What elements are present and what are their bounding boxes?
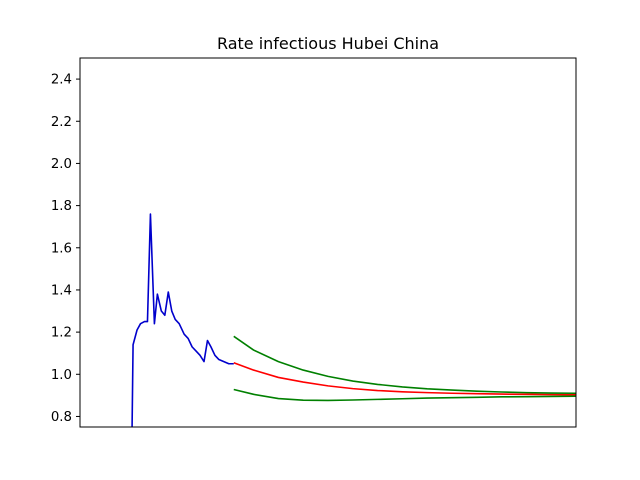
chart-title: Rate infectious Hubei China [217,34,439,53]
plot-frame [79,57,577,428]
series-line-2 [233,361,576,396]
y-tick-label: 2.2 [51,115,72,130]
series-line-4 [233,388,576,402]
series-layer [131,213,576,427]
series-line-1 [131,213,234,427]
y-tick-label: 2.4 [51,73,72,88]
series-line-3 [233,335,576,395]
y-tick-label: 0.8 [51,410,72,425]
y-tick-label: 1.0 [51,368,72,383]
y-tick-label: 1.2 [51,326,72,341]
y-tick-label: 1.6 [51,241,72,256]
y-axis: 0.8 1.0 1.2 1.4 1.6 1.8 2.0 2.2 2.4 [51,73,80,425]
y-tick-label: 1.8 [51,199,72,214]
y-tick-label: 1.4 [51,283,72,298]
y-tick-label: 2.0 [51,157,72,172]
